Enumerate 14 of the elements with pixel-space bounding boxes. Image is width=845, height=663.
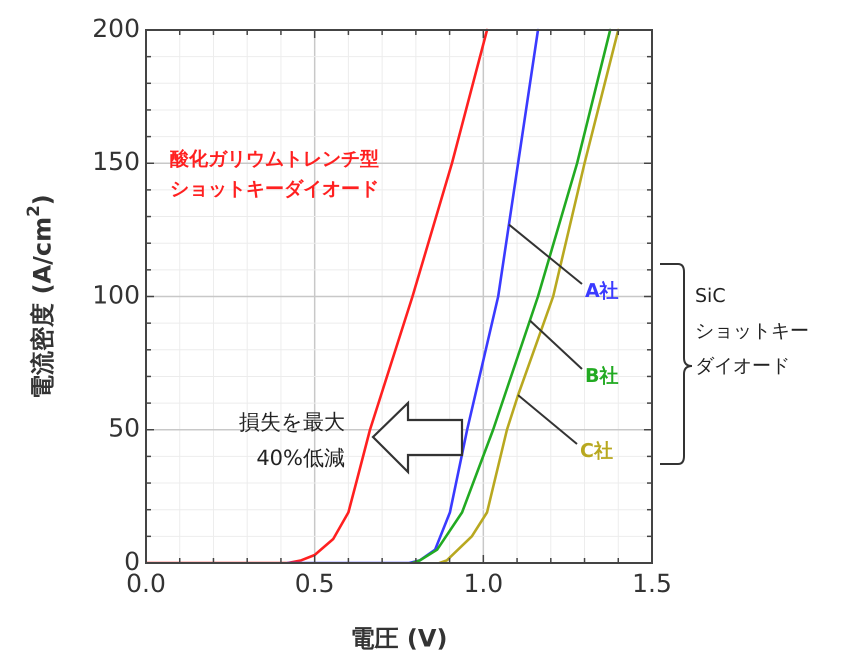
x-tick-label: 1.5 — [632, 568, 672, 598]
text: B社 — [585, 365, 618, 388]
x-tick-label: 1.0 — [463, 568, 504, 598]
y-tick-label: 200 — [92, 14, 140, 43]
text: A社 — [585, 280, 619, 302]
x-axis-title: 電圧 (V) — [350, 624, 448, 653]
text: SiC ショットキーダイオード — [695, 285, 809, 378]
text: 酸化ガリウムトレンチ型ショットキーダイオード — [170, 148, 379, 200]
y-tick-label: 100 — [92, 280, 140, 310]
text: C社 — [580, 440, 613, 462]
y-tick-label: 150 — [92, 147, 140, 176]
x-tick-label: 0.5 — [294, 568, 335, 598]
y-tick-label: 50 — [108, 414, 140, 443]
annotation: 損失を最大40%低減 — [239, 410, 345, 470]
